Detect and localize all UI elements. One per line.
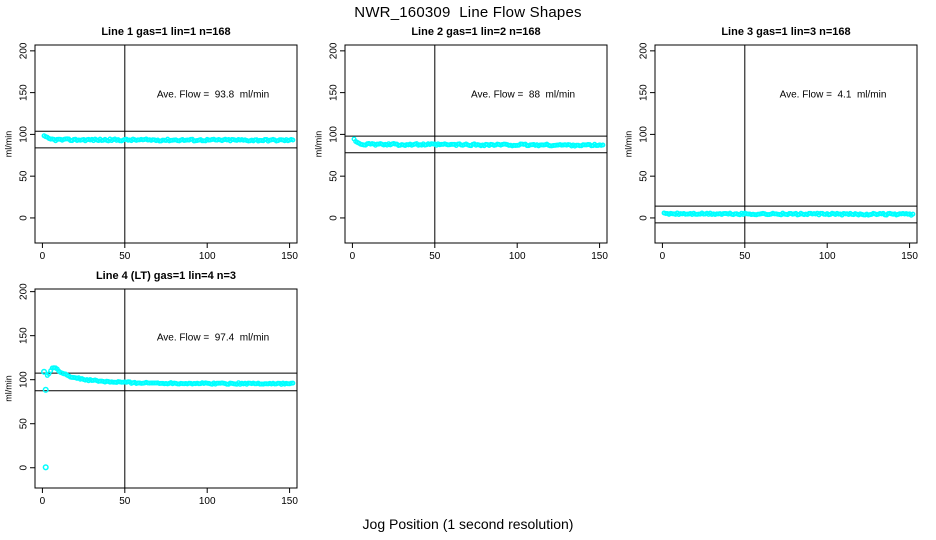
svg-text:150: 150 [19, 327, 30, 344]
svg-text:0: 0 [40, 496, 46, 507]
svg-text:100: 100 [19, 126, 30, 143]
panel-title-line-1: Line 1 gas=1 lin=1 n=168 [101, 26, 231, 38]
svg-text:50: 50 [119, 251, 131, 262]
svg-text:50: 50 [19, 418, 30, 430]
svg-text:150: 150 [901, 251, 918, 262]
svg-text:50: 50 [429, 251, 441, 262]
svg-text:100: 100 [509, 251, 526, 262]
svg-text:150: 150 [591, 251, 608, 262]
svg-text:100: 100 [199, 496, 216, 507]
x-axis-label: Jog Position (1 second resolution) [362, 516, 574, 532]
svg-text:100: 100 [819, 251, 836, 262]
svg-text:ml/min: ml/min [3, 131, 13, 158]
svg-text:150: 150 [281, 496, 298, 507]
svg-text:0: 0 [660, 251, 666, 262]
svg-text:50: 50 [639, 170, 650, 182]
svg-text:200: 200 [329, 42, 340, 59]
svg-text:0: 0 [19, 215, 30, 221]
panel-title-line-4: Line 4 (LT) gas=1 lin=4 n=3 [95, 270, 237, 282]
svg-text:150: 150 [329, 84, 340, 101]
panel-title-line-3: Line 3 gas=1 lin=3 n=168 [721, 26, 851, 38]
svg-text:150: 150 [281, 251, 298, 262]
ave-flow-annotation-line-2: Ave. Flow = 88 ml/min [470, 89, 576, 101]
svg-text:100: 100 [639, 126, 650, 143]
svg-text:0: 0 [639, 215, 650, 221]
svg-text:200: 200 [19, 42, 30, 59]
svg-text:150: 150 [19, 84, 30, 101]
svg-text:100: 100 [329, 126, 340, 143]
svg-text:200: 200 [19, 283, 30, 300]
svg-text:0: 0 [350, 251, 356, 262]
svg-text:50: 50 [19, 170, 30, 182]
svg-text:50: 50 [329, 170, 340, 182]
ave-flow-annotation-line-3: Ave. Flow = 4.1 ml/min [779, 89, 887, 101]
svg-text:50: 50 [119, 496, 131, 507]
svg-text:0: 0 [40, 251, 46, 262]
svg-text:0: 0 [329, 215, 340, 221]
panel-title-line-2: Line 2 gas=1 lin=2 n=168 [411, 26, 541, 38]
svg-text:ml/min: ml/min [313, 131, 323, 158]
svg-text:100: 100 [199, 251, 216, 262]
ave-flow-annotation-line-1: Ave. Flow = 93.8 ml/min [156, 89, 270, 101]
svg-text:0: 0 [19, 465, 30, 471]
figure-title: NWR_160309 Line Flow Shapes [354, 4, 582, 21]
svg-text:ml/min: ml/min [3, 375, 13, 402]
svg-text:ml/min: ml/min [623, 131, 633, 158]
svg-text:50: 50 [739, 251, 751, 262]
svg-text:100: 100 [19, 371, 30, 388]
svg-text:150: 150 [639, 84, 650, 101]
svg-text:200: 200 [639, 42, 650, 59]
ave-flow-annotation-line-4: Ave. Flow = 97.4 ml/min [156, 332, 270, 344]
